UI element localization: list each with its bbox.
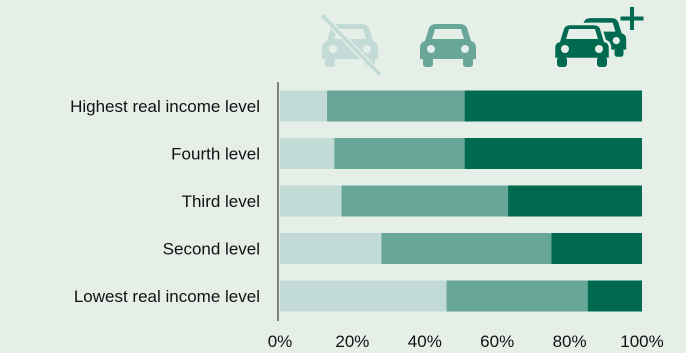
category-label: Highest real income level (70, 97, 260, 116)
bar-segment-one-car-row-2 (334, 138, 465, 169)
x-tick-label: 100% (620, 332, 663, 351)
x-tick-label: 20% (335, 332, 369, 351)
bar-segment-no-car-row-1 (280, 90, 328, 122)
x-tick-label: 0% (268, 332, 293, 351)
category-label: Fourth level (171, 145, 260, 164)
x-tick-label: 40% (408, 332, 442, 351)
category-label: Lowest real income level (74, 287, 260, 306)
two-plus-cars-icon (552, 7, 644, 67)
bar-segment-no-car-row-5 (280, 280, 447, 312)
category-label: Third level (182, 192, 260, 211)
x-tick-label: 80% (553, 332, 587, 351)
bar-segment-no-car-row-3 (280, 185, 342, 217)
x-tick-label: 60% (480, 332, 514, 351)
bar-segment-two-plus-cars-row-1 (464, 90, 642, 122)
bar-segment-two-plus-cars-row-3 (508, 185, 642, 217)
bar-segment-one-car-row-1 (327, 90, 465, 122)
bar-segment-no-car-row-2 (280, 138, 335, 169)
one-car-icon (420, 24, 476, 67)
bar-segment-one-car-row-4 (381, 233, 552, 264)
bars-group (280, 90, 642, 312)
category-labels: Highest real income level Fourth level Thi… (70, 97, 260, 306)
bar-segment-two-plus-cars-row-4 (551, 233, 642, 264)
bar-segment-one-car-row-5 (446, 280, 588, 312)
legend (319, 7, 644, 78)
bar-segment-two-plus-cars-row-2 (464, 138, 642, 169)
no-car-icon (319, 12, 383, 78)
category-label: Second level (163, 240, 260, 259)
bar-segment-no-car-row-4 (280, 233, 382, 264)
bar-segment-two-plus-cars-row-5 (587, 280, 642, 312)
bar-segment-one-car-row-3 (341, 185, 509, 217)
x-tick-labels: 0% 20% 40% 60% 80% 100% (268, 332, 664, 351)
